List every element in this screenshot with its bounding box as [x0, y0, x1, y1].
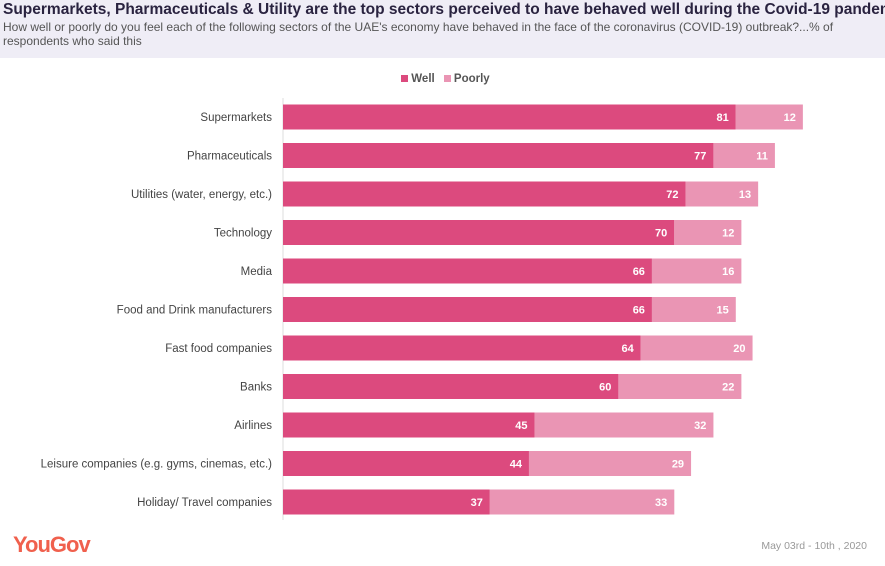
legend-label-poorly: Poorly [453, 73, 490, 85]
bar-well [283, 143, 714, 168]
data-label-well: 77 [694, 151, 706, 163]
bar-well [283, 181, 686, 207]
bar-poorly [651, 297, 736, 322]
data-label-well: 60 [599, 382, 611, 394]
category-label: Airlines [234, 420, 272, 432]
data-label-well: 70 [655, 228, 667, 240]
bar-poorly [489, 489, 675, 515]
bar-well [283, 220, 675, 245]
category-label: Technology [214, 228, 272, 240]
category-label: Holiday/ Travel companies [137, 497, 272, 509]
bar-well [283, 412, 535, 438]
bar-well [283, 335, 641, 361]
data-label-well: 44 [510, 459, 523, 471]
data-label-poorly: 15 [717, 305, 729, 317]
data-label-poorly: 32 [694, 420, 706, 432]
data-label-well: 45 [515, 420, 527, 432]
data-label-poorly: 13 [739, 189, 751, 201]
data-label-poorly: 12 [784, 112, 796, 124]
data-label-poorly: 29 [672, 459, 684, 471]
chart-subtitle: How well or poorly do you feel each of t… [3, 20, 834, 48]
data-label-poorly: 22 [722, 382, 734, 394]
chart-title: Supermarkets, Pharmaceuticals & Utility … [3, 1, 885, 18]
category-label: Leisure companies (e.g. gyms, cinemas, e… [41, 459, 273, 471]
bar-well [283, 374, 619, 399]
data-label-well: 66 [633, 305, 645, 317]
data-label-poorly: 20 [733, 343, 745, 355]
legend-swatch-poorly [443, 75, 451, 82]
bar-poorly [640, 335, 753, 361]
header: Supermarkets, Pharmaceuticals & Utility … [0, 0, 885, 58]
category-label: Banks [240, 382, 272, 394]
data-label-well: 64 [622, 343, 635, 355]
bar-well [283, 104, 736, 130]
legend-swatch-well [401, 75, 409, 82]
data-label-well: 81 [717, 112, 729, 124]
yougov-logo: YouGov [13, 532, 91, 557]
bar-well [283, 297, 652, 322]
legend: Well Poorly [0, 73, 885, 85]
data-label-well: 66 [633, 266, 645, 278]
data-label-well: 37 [471, 497, 483, 509]
bar-poorly [735, 104, 803, 130]
category-label: Fast food companies [165, 343, 272, 355]
bar-poorly [713, 143, 775, 168]
data-label-poorly: 12 [722, 228, 734, 240]
data-label-poorly: 16 [722, 266, 734, 278]
category-label: Food and Drink manufacturers [117, 305, 273, 317]
bar-poorly [651, 258, 742, 284]
survey-date: May 03rd - 10th , 2020 [761, 540, 867, 552]
category-label: Supermarkets [200, 112, 272, 124]
category-label: Utilities (water, energy, etc.) [131, 189, 272, 201]
bar-poorly [534, 412, 714, 438]
category-label: Media [241, 266, 273, 278]
category-label: Pharmaceuticals [187, 151, 272, 163]
bar-poorly [674, 220, 742, 245]
bar-well [283, 258, 652, 284]
bar-poorly [528, 451, 692, 476]
data-label-well: 72 [666, 189, 678, 201]
bar-well [283, 489, 490, 515]
bar-poorly [618, 374, 742, 399]
data-label-poorly: 33 [655, 497, 667, 509]
bar-well [283, 451, 529, 476]
bar-poorly [685, 181, 759, 207]
legend-label-well: Well [411, 73, 435, 85]
data-label-poorly: 11 [756, 151, 768, 163]
